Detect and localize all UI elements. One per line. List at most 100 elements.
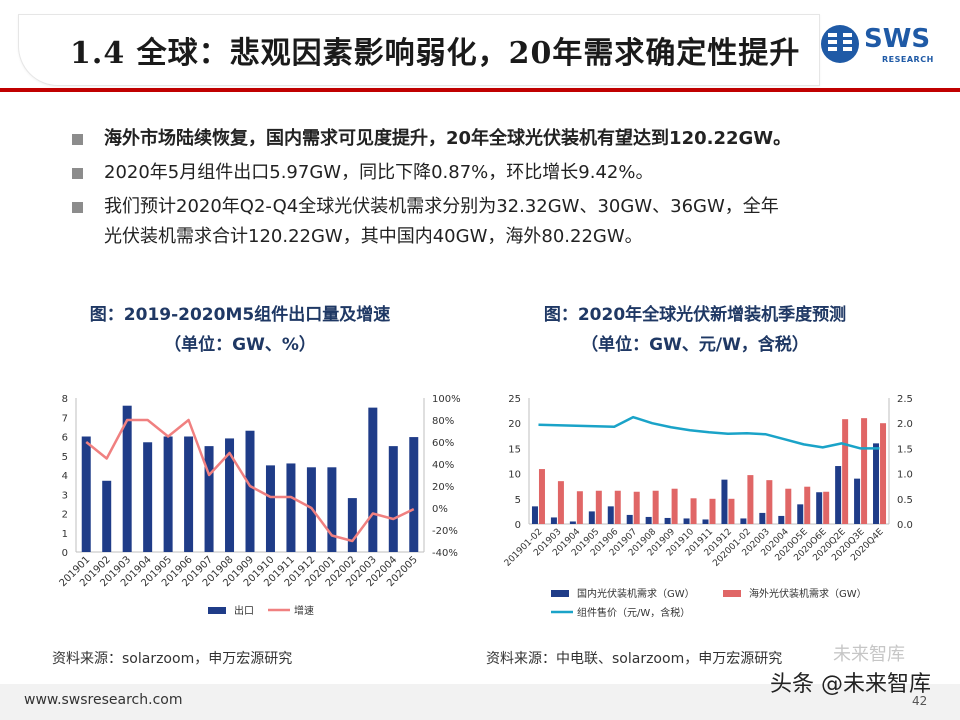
figure-1-unit: （单位：GW、%） [164,335,316,355]
bar-0-201903 [550,517,557,524]
bar-0-201912 [721,479,728,524]
bar-1-201912 [728,498,735,524]
bar-0-201908 [225,438,235,552]
y-left-tick-label: 8 [62,394,68,405]
bullet-continuation: 光伏装机需求合计120.22GW，其中国内40GW，海外80.22GW。 [72,222,932,252]
bar-1-201903 [557,481,564,524]
bar-0-202001 [327,467,337,552]
y-left-tick-label: 25 [508,394,521,405]
bar-1-202001-02 [747,475,754,524]
bar-0-201901-02 [531,506,538,524]
bullet-text: 2020年5月组件出口5.97GW，同比下降0.87%，环比增长9.42%。 [104,162,654,183]
legend-swatch-0 [208,607,226,614]
y-right-tick-label: 2.0 [897,419,913,430]
bar-0-201909 [245,430,255,552]
watermark-top: 未来智库 [833,644,905,665]
y-left-tick-label: 2 [62,510,68,521]
y-left-tick-label: 5 [62,452,68,463]
figure-2-unit: （单位：GW、元/W，含税） [581,335,809,355]
bar-1-201904 [576,491,583,524]
y-left-tick-label: 7 [62,413,68,424]
bar-1-201911 [709,498,716,524]
bar-1-201910 [690,498,697,524]
y-left-tick-label: 6 [62,433,68,444]
bar-0-201904 [143,442,153,552]
y-right-tick-label: 1.0 [897,470,913,481]
logo-text: SWS [864,24,931,54]
legend-swatch-1 [723,590,741,597]
bar-0-201905 [163,436,173,552]
series-line-1 [85,418,415,543]
bar-0-201910 [265,465,275,552]
figure-2-source: 资料来源：中电联、solarzoom，申万宏源研究 [486,651,783,667]
figure-2-title: 图：2020年全球光伏新增装机季度预测 [543,305,847,325]
bar-1-201901-02 [538,469,545,524]
title-bar [18,14,820,86]
bar-0-201906 [607,506,614,524]
bar-0-202004 [778,515,785,524]
figure-1-title: 图：2019-2020M5组件出口量及增速 [89,305,391,325]
bullet-item: 2020年5月组件出口5.97GW，同比下降0.87%，环比增长9.42%。 [72,158,932,188]
bullet-text: 海外市场陆续恢复，国内需求可见度提升，20年全球光伏装机有望达到120.22GW… [104,128,792,149]
logo-subtext: RESEARCH [882,55,934,64]
bar-0-2020O5E [797,504,804,524]
bar-0-2020Q3E [854,478,861,524]
slide-header: 1.4 全球：悲观因素影响弱化，20年需求确定性提升 SWS RESEARCH [0,0,960,92]
y-right-tick-label: 1.5 [897,444,913,455]
bar-0-2020Q4E [873,443,880,524]
y-right-tick-label: 100% [432,394,461,405]
y-right-tick-label: 60% [432,438,454,449]
bullet-square-icon [72,202,83,213]
bullet-square-icon [72,134,83,145]
y-right-tick-label: 40% [432,460,454,471]
bar-0-201904 [569,521,576,524]
bar-1-202003 [766,480,773,524]
y-left-tick-label: 4 [62,471,68,482]
y-right-tick-label: -20% [432,526,458,537]
bar-0-2020O6E [816,492,823,524]
title-underline [0,88,960,92]
legend-label: 国内光伏装机需求（GW） [577,587,695,600]
y-left-tick-label: 0 [62,548,68,559]
bar-0-2020Q2E [835,466,842,524]
y-left-tick-label: 0 [515,520,521,531]
page-number: 42 [912,694,928,708]
legend-label: 增速 [294,604,314,617]
y-left-tick-label: 20 [508,419,521,430]
bar-1-2020Q3E [861,418,868,524]
footer-url[interactable]: www.swsresearch.com [24,692,183,708]
y-right-tick-label: 0.0 [897,520,913,531]
bar-0-201911 [286,463,296,552]
legend-swatch-0 [551,590,569,597]
bar-0-201909 [664,517,671,524]
bar-1-201906 [614,490,621,524]
y-right-tick-label: -40% [432,548,458,559]
bar-0-202003 [368,407,378,552]
bar-1-2020O5E [804,486,811,524]
bar-0-202002 [347,498,357,552]
sws-logo-icon [821,25,859,63]
legend-label: 海外光伏装机需求（GW） [749,587,867,600]
legend-label: 出口 [234,604,254,617]
bar-0-202003 [759,512,766,524]
bullet-item: 我们预计2020年Q2-Q4全球光伏装机需求分别为32.32GW、30GW、36… [72,192,932,222]
footer-bar [0,684,960,720]
export-chart: 012345678-40%-20%0%20%40%60%80%100%20190… [58,394,461,617]
page-title: 1.4 全球：悲观因素影响弱化，20年需求确定性提升 [70,36,801,71]
bar-0-201901 [81,436,91,552]
watermark: 头条 @未来智库 [770,672,931,697]
bullet-item: 海外市场陆续恢复，国内需求可见度提升，20年全球光伏装机有望达到120.22GW… [72,124,932,154]
legend-label: 组件售价（元/W，含税） [577,606,690,619]
y-right-tick-label: 80% [432,416,454,427]
install-forecast-chart: 05101520250.00.51.01.52.02.5201901-02201… [503,394,913,619]
bullet-text: 我们预计2020年Q2-Q4全球光伏装机需求分别为32.32GW、30GW、36… [104,196,779,217]
bar-0-202005 [409,437,419,552]
y-right-tick-label: 20% [432,482,454,493]
bar-0-201907 [204,446,214,552]
y-left-tick-label: 3 [62,490,68,501]
y-left-tick-label: 1 [62,529,68,540]
bar-1-2020Q4E [880,423,887,524]
bullet-text: 光伏装机需求合计120.22GW，其中国内40GW，海外80.22GW。 [104,226,643,247]
bar-1-201905 [595,490,602,524]
y-right-tick-label: 0% [432,504,448,515]
